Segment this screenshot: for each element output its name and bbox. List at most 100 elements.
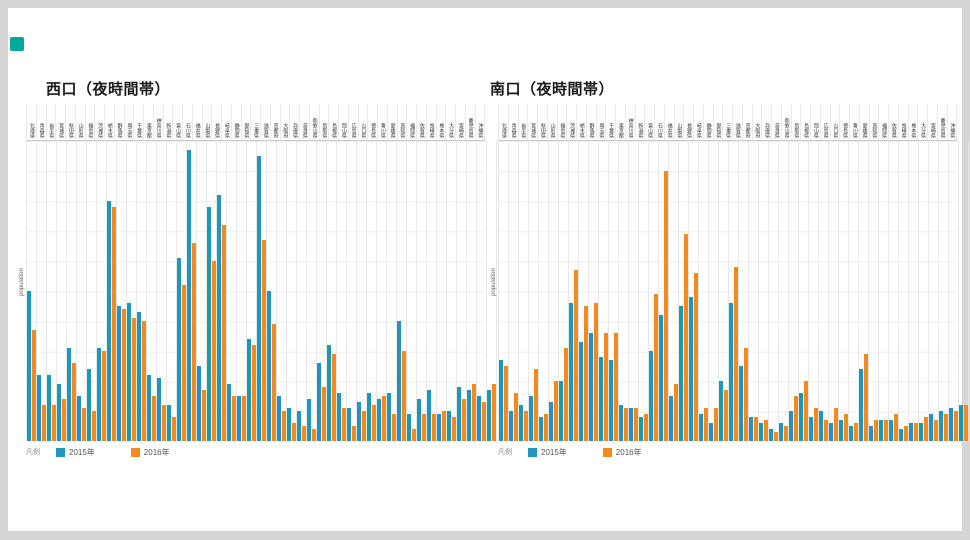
bar-2016年 <box>452 417 456 441</box>
category-label-cell: 島根県 <box>329 104 339 140</box>
bar-2016年 <box>32 330 36 441</box>
category-label-cell: 長崎県 <box>899 104 909 140</box>
category-column <box>699 141 709 441</box>
category-label-cell: 愛知県 <box>714 104 724 140</box>
bar-2016年 <box>372 405 376 441</box>
category-label: 和歌山県 <box>783 118 790 138</box>
category-label-cell: 大分県 <box>446 104 456 140</box>
bar-2016年 <box>504 366 508 441</box>
category-label-cell: 秋田県 <box>538 104 548 140</box>
category-label-cell: 鹿児島県 <box>938 104 948 140</box>
bar-2015年 <box>447 411 451 441</box>
category-label-cell: 佐賀県 <box>417 104 427 140</box>
bar-2016年 <box>162 405 166 441</box>
bar-2016年 <box>754 417 758 441</box>
category-label-cell: 鹿児島県 <box>466 104 476 140</box>
bar-2016年 <box>242 396 246 441</box>
bar-2016年 <box>514 393 518 441</box>
category-label: 山梨県 <box>204 123 211 138</box>
legend-swatch <box>56 447 65 457</box>
bar-2015年 <box>699 414 703 441</box>
category-column <box>307 141 317 441</box>
category-label: 秋田県 <box>67 123 74 138</box>
bar-2015年 <box>97 348 101 441</box>
category-column <box>829 141 839 441</box>
category-column <box>77 141 87 441</box>
category-label: 茨城県 <box>97 123 104 138</box>
category-label-cell: 福井県 <box>665 104 675 140</box>
category-label: 沖縄県 <box>949 123 956 138</box>
bar-2015年 <box>487 390 491 441</box>
bar-2015年 <box>417 399 421 441</box>
bar-2015年 <box>849 426 853 441</box>
bar-2016年 <box>312 429 316 441</box>
category-label-cell: 宮城県 <box>528 104 538 140</box>
category-label: 石川県 <box>656 123 663 138</box>
category-column <box>107 141 117 441</box>
category-column <box>327 141 337 441</box>
bar-2015年 <box>669 396 673 441</box>
bar-2015年 <box>367 393 371 441</box>
bar-2015年 <box>659 315 663 441</box>
category-label-cell: 新潟県 <box>636 104 646 140</box>
category-label: 山形県 <box>549 123 556 138</box>
category-label: 島根県 <box>331 123 338 138</box>
category-column <box>709 141 719 441</box>
category-label: 群馬県 <box>116 123 123 138</box>
category-label-cell: 石川県 <box>655 104 665 140</box>
category-label: 兵庫県 <box>764 123 771 138</box>
bar-2016年 <box>904 426 908 441</box>
bar-2016年 <box>412 429 416 441</box>
category-label-cell: 滋賀県 <box>261 104 271 140</box>
category-column <box>809 141 819 441</box>
category-column <box>27 141 37 441</box>
category-column <box>879 141 889 441</box>
category-column <box>397 141 407 441</box>
category-label-cell: 徳島県 <box>368 104 378 140</box>
bar-2016年 <box>744 348 748 441</box>
category-label-cell: 富山県 <box>173 104 183 140</box>
category-label: 千葉県 <box>608 123 615 138</box>
category-label-cell: 鳥取県 <box>792 104 802 140</box>
bar-2016年 <box>432 414 436 441</box>
category-label: 宮城県 <box>58 123 65 138</box>
bar-2015年 <box>217 195 221 441</box>
category-labels: 北海道 青森県 岩手県 宮城県 秋田県 山形県 福島県 茨城県 栃木県 群馬県 埼玉県 千葉県 東京都神… <box>26 104 486 140</box>
legend-swatch <box>130 447 140 457</box>
bar-2015年 <box>829 423 833 441</box>
bar-2015年 <box>77 396 81 441</box>
chart-title: 南口（夜時間帯） <box>490 81 615 98</box>
bar-2015年 <box>177 258 181 441</box>
category-label: 佐賀県 <box>890 123 897 138</box>
category-label-cell: 岩手県 <box>47 104 57 140</box>
bar-2015年 <box>227 384 231 441</box>
bar-2016年 <box>674 384 678 441</box>
category-label-cell: 福井県 <box>193 104 203 140</box>
bar-2016年 <box>604 333 608 441</box>
bar-2015年 <box>789 411 793 441</box>
category-label: 鹿児島県 <box>467 118 474 138</box>
category-column <box>337 141 347 441</box>
bar-2015年 <box>347 408 351 441</box>
category-label: 長崎県 <box>428 123 435 138</box>
bar-2015年 <box>117 306 121 441</box>
legend-swatch <box>602 447 612 457</box>
category-column <box>227 141 237 441</box>
category-label-cell: 愛媛県 <box>388 104 398 140</box>
category-column <box>789 141 799 441</box>
bar-2016年 <box>152 396 156 441</box>
category-label-cell: 茨城県 <box>95 104 105 140</box>
bar-2015年 <box>47 375 51 441</box>
category-label: 愛媛県 <box>861 123 868 138</box>
bar-2016年 <box>262 240 266 441</box>
bar-2016年 <box>192 243 196 441</box>
bar-2016年 <box>764 420 768 441</box>
bar-2015年 <box>629 408 633 441</box>
bar-2015年 <box>237 396 241 441</box>
bar-2016年 <box>382 396 386 441</box>
category-column <box>477 141 487 441</box>
category-label-cell: 熊本県 <box>437 104 447 140</box>
category-label: 京都府 <box>744 123 751 138</box>
bar-2016年 <box>564 348 568 441</box>
category-label: 香川県 <box>379 123 386 138</box>
